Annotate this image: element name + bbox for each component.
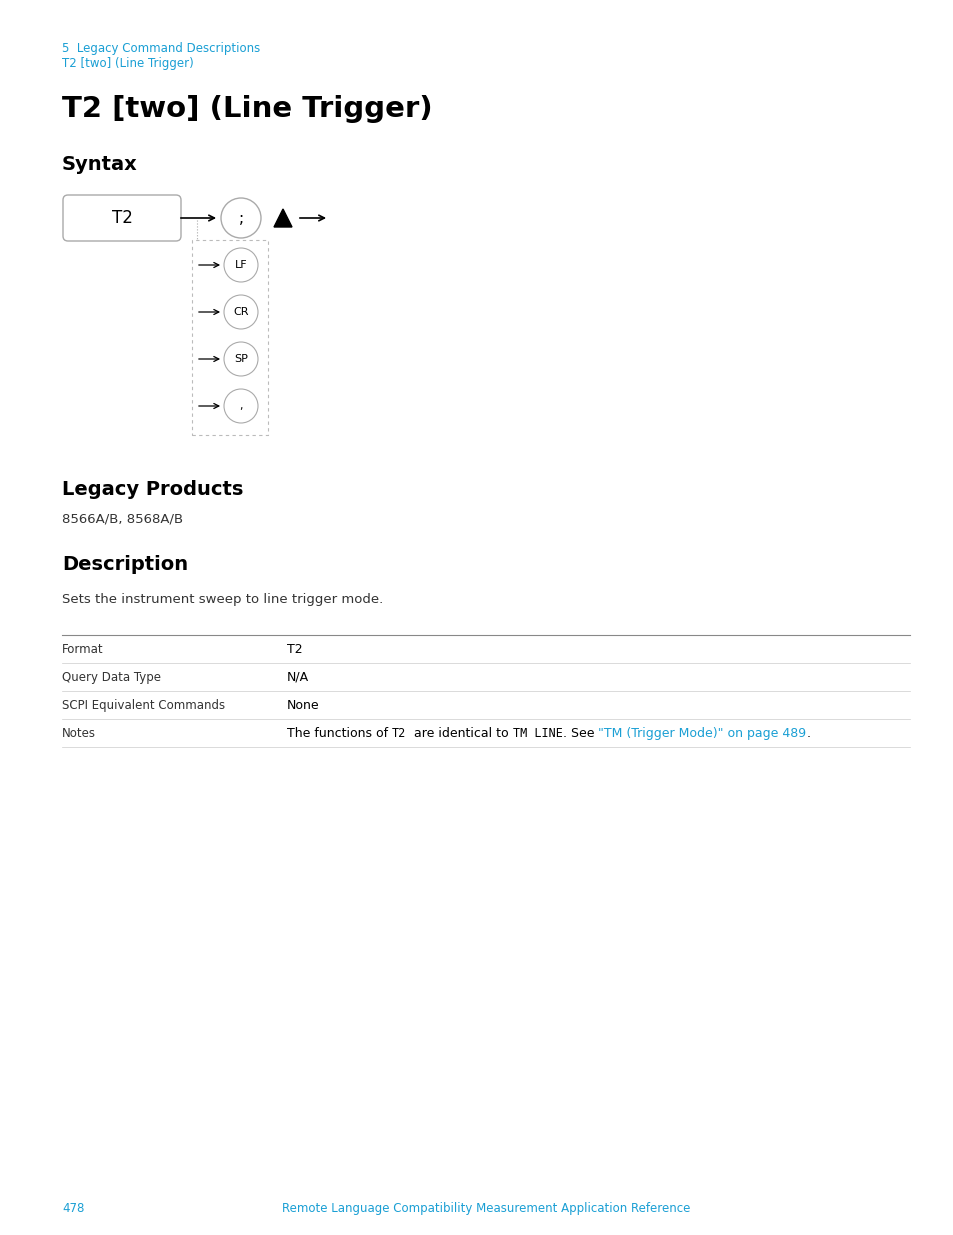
- Text: . See: . See: [562, 726, 598, 740]
- Circle shape: [221, 198, 261, 238]
- Text: T2: T2: [112, 209, 132, 227]
- Text: N/A: N/A: [287, 671, 309, 683]
- Text: 5  Legacy Command Descriptions: 5 Legacy Command Descriptions: [62, 42, 260, 56]
- Text: Query Data Type: Query Data Type: [62, 671, 161, 683]
- Text: T2: T2: [392, 726, 406, 740]
- Polygon shape: [274, 209, 292, 227]
- Text: Sets the instrument sweep to line trigger mode.: Sets the instrument sweep to line trigge…: [62, 593, 383, 606]
- Text: "TM (Trigger Mode)" on page 489: "TM (Trigger Mode)" on page 489: [598, 726, 805, 740]
- FancyBboxPatch shape: [63, 195, 181, 241]
- Text: ;: ;: [238, 210, 243, 226]
- Text: T2 [two] (Line Trigger): T2 [two] (Line Trigger): [62, 95, 432, 124]
- Text: .: .: [805, 726, 810, 740]
- Circle shape: [224, 295, 257, 329]
- Text: SP: SP: [233, 354, 248, 364]
- Bar: [192, 240, 268, 435]
- Circle shape: [224, 389, 257, 424]
- Text: Description: Description: [62, 555, 188, 574]
- Circle shape: [224, 342, 257, 375]
- Text: T2: T2: [287, 642, 302, 656]
- Text: TM LINE: TM LINE: [513, 726, 562, 740]
- Text: are identical to: are identical to: [406, 726, 513, 740]
- Text: LF: LF: [234, 261, 247, 270]
- Text: Format: Format: [62, 642, 104, 656]
- Text: T2 [two] (Line Trigger): T2 [two] (Line Trigger): [62, 57, 193, 70]
- Text: Legacy Products: Legacy Products: [62, 480, 243, 499]
- Text: CR: CR: [233, 308, 249, 317]
- Text: Syntax: Syntax: [62, 156, 137, 174]
- Text: Notes: Notes: [62, 726, 96, 740]
- Circle shape: [224, 248, 257, 282]
- Text: SCPI Equivalent Commands: SCPI Equivalent Commands: [62, 699, 225, 711]
- Text: ,: ,: [239, 401, 242, 411]
- Text: The functions of: The functions of: [287, 726, 392, 740]
- Text: 8566A/B, 8568A/B: 8566A/B, 8568A/B: [62, 513, 183, 525]
- Text: None: None: [287, 699, 319, 711]
- Text: Remote Language Compatibility Measurement Application Reference: Remote Language Compatibility Measuremen…: [281, 1202, 689, 1215]
- Text: 478: 478: [62, 1202, 84, 1215]
